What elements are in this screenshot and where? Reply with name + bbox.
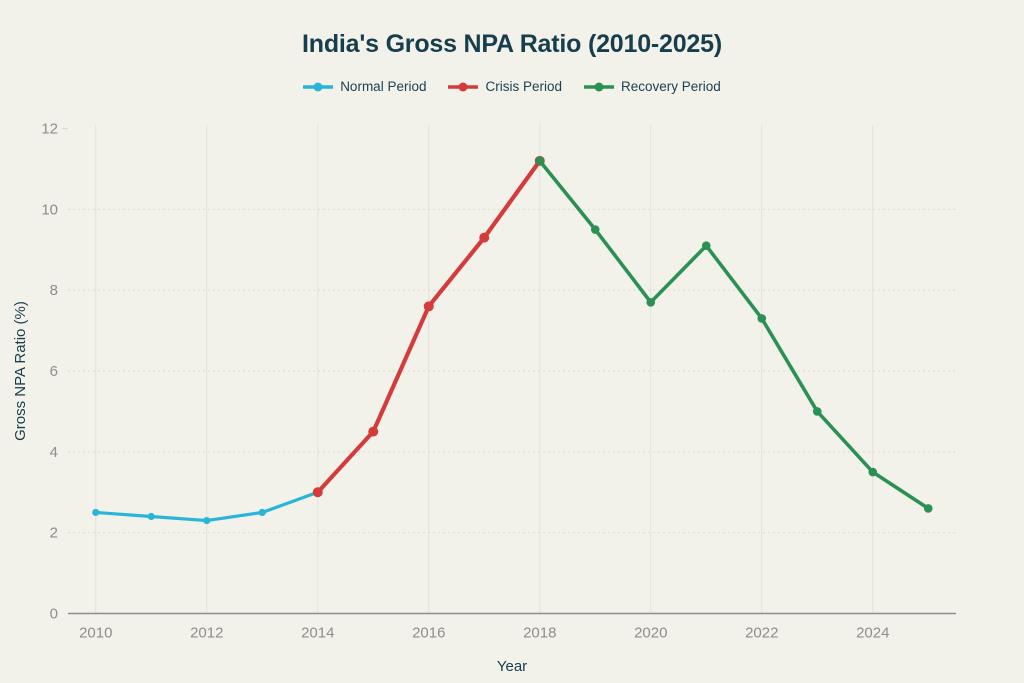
legend-item-recovery-period: Recovery Period bbox=[584, 79, 721, 94]
legend-marker-icon bbox=[448, 82, 479, 91]
y-axis-title: Gross NPA Ratio (%) bbox=[12, 301, 29, 441]
data-point-normal-period bbox=[203, 516, 211, 525]
legend-marker-icon bbox=[584, 82, 614, 91]
y-tick-label: 4 bbox=[50, 444, 58, 461]
data-point-recovery-period bbox=[812, 407, 822, 416]
y-tick-label: 8 bbox=[50, 282, 58, 299]
series-line-recovery-period bbox=[537, 159, 931, 511]
data-point-crisis-period bbox=[479, 232, 490, 243]
data-point-crisis-period bbox=[312, 487, 323, 498]
x-tick-label: 2020 bbox=[634, 625, 667, 642]
legend-label: Recovery Period bbox=[621, 79, 721, 94]
x-axis-title: Year bbox=[497, 658, 527, 675]
x-tick-label: 2012 bbox=[190, 625, 223, 642]
data-point-recovery-period bbox=[868, 467, 878, 477]
data-point-normal-period bbox=[92, 508, 100, 517]
x-tick-label: 2016 bbox=[412, 625, 445, 642]
y-tick-label: 2 bbox=[50, 525, 58, 542]
y-tick-label: 6 bbox=[50, 363, 58, 380]
x-tick-label: 2022 bbox=[745, 625, 778, 642]
legend-marker-icon bbox=[303, 82, 334, 91]
chart-title: India's Gross NPA Ratio (2010-2025) bbox=[302, 30, 722, 58]
x-tick-label: 2018 bbox=[523, 625, 556, 642]
legend-label: Normal Period bbox=[340, 79, 427, 94]
data-point-recovery-period bbox=[535, 156, 545, 166]
x-tick-label: 2024 bbox=[856, 625, 889, 642]
legend-item-normal-period: Normal Period bbox=[303, 79, 426, 94]
data-point-recovery-period bbox=[590, 225, 600, 234]
data-point-recovery-period bbox=[701, 241, 711, 251]
data-point-crisis-period bbox=[368, 426, 379, 437]
x-tick-label: 2014 bbox=[301, 625, 334, 642]
y-tick-label: 0 bbox=[50, 606, 58, 623]
legend-item-crisis-period: Crisis Period bbox=[448, 79, 562, 94]
chart-legend: Normal Period Crisis Period Recovery Perio… bbox=[0, 79, 1024, 94]
data-point-recovery-period bbox=[923, 504, 933, 513]
x-tick-label: 2010 bbox=[79, 625, 112, 642]
data-point-crisis-period bbox=[423, 301, 434, 312]
data-point-recovery-period bbox=[757, 314, 767, 323]
data-point-recovery-period bbox=[646, 297, 656, 307]
legend-label: Crisis Period bbox=[485, 79, 562, 94]
y-tick-label: 12 bbox=[41, 121, 58, 138]
data-point-normal-period bbox=[147, 512, 155, 521]
y-tick-label: 10 bbox=[41, 201, 58, 218]
data-point-normal-period bbox=[258, 508, 266, 517]
